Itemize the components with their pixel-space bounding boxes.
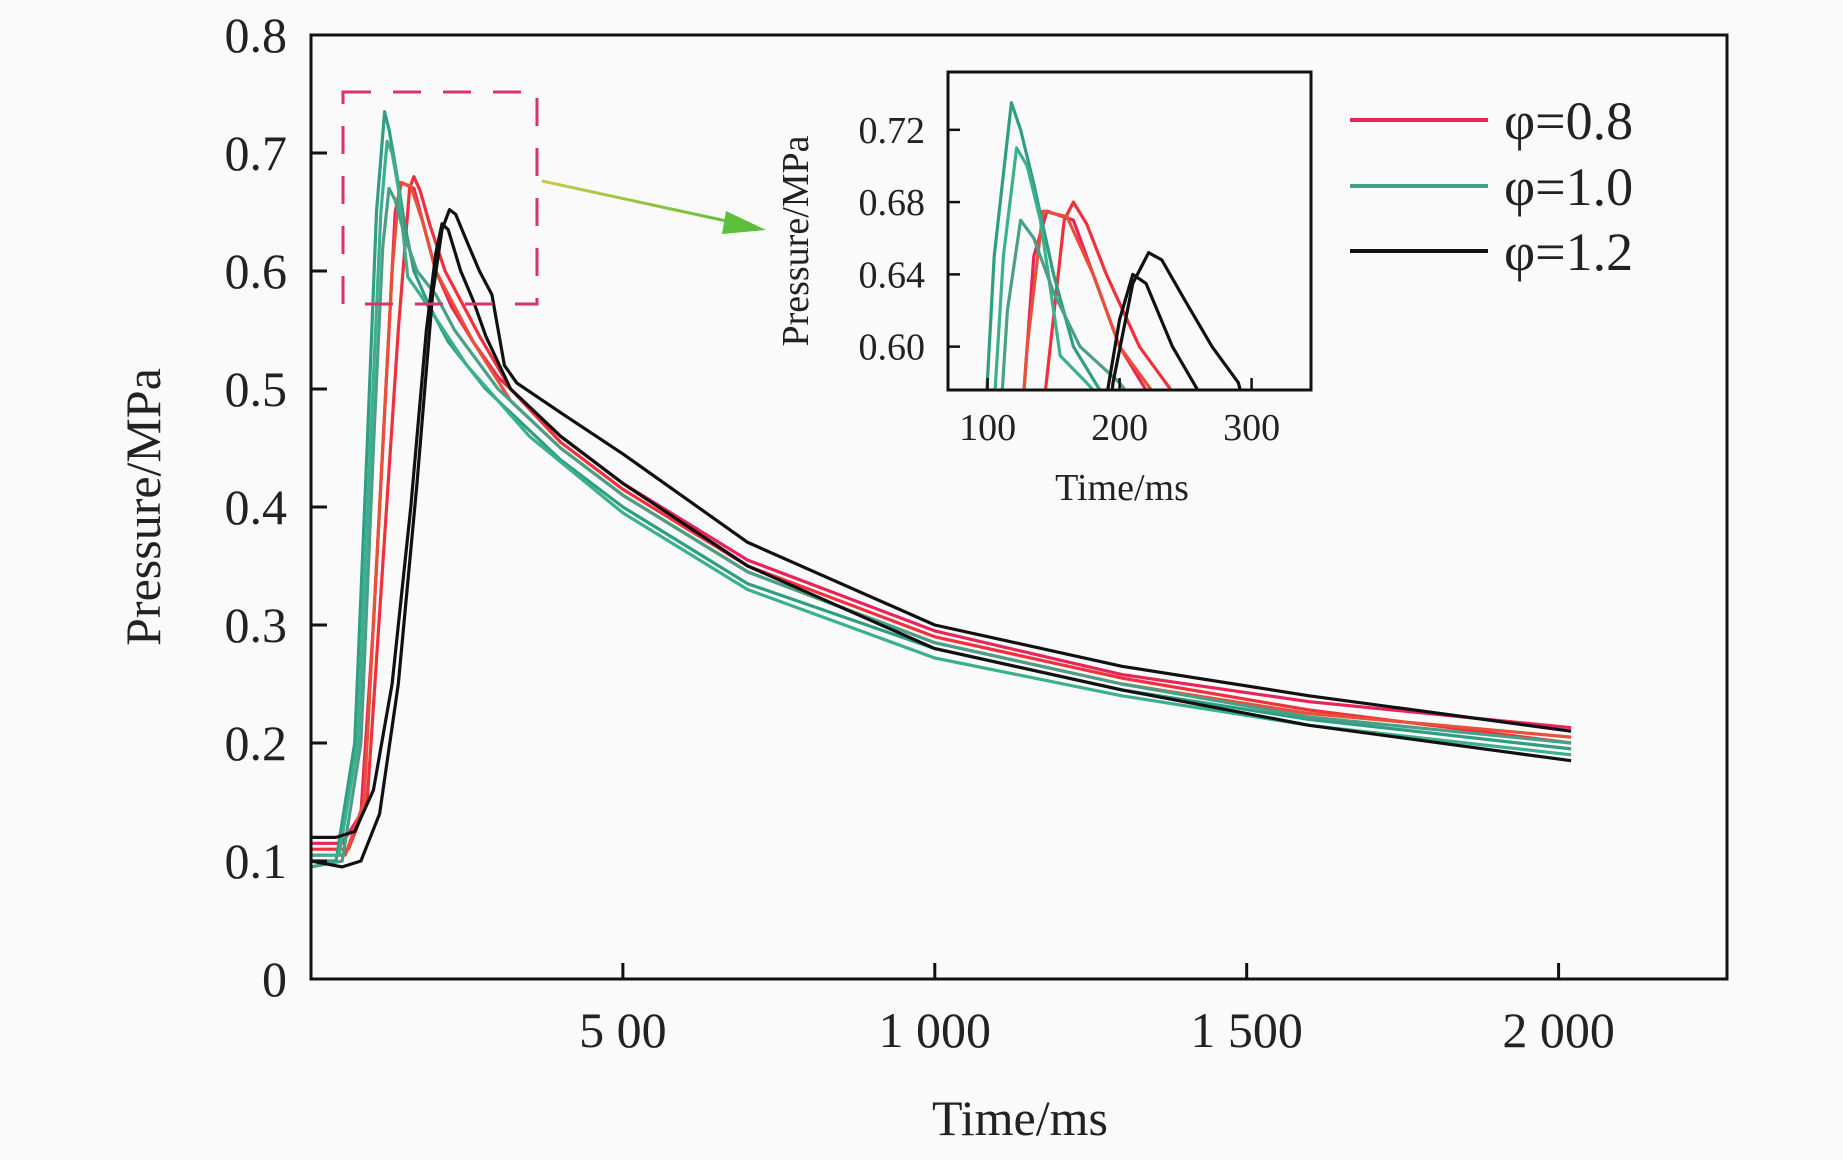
main-axes-ticks: 5 00 1 000 1 500 2 000 0 0.1 0.2 0.3 0.4 0.5 0.6 0.…: [225, 7, 1615, 1058]
inset-x-tick-label: 300: [1223, 407, 1280, 449]
legend: φ=0.8φ=1.0φ=1.2: [1350, 91, 1633, 282]
y-tick-label: 0: [262, 951, 287, 1007]
main-series-group: [311, 110, 1572, 869]
y-tick-label: 0.2: [225, 715, 288, 771]
inset-series-line-3: [985, 101, 1102, 390]
y-tick-label: 0.4: [225, 479, 288, 535]
inset-series-line-6: [1106, 272, 1200, 390]
inset-axes-ticks: 100 200 300 0.60 0.64 0.68 0.72: [859, 110, 1281, 449]
y-tick-label: 0.3: [225, 597, 288, 653]
inset-y-tick-label: 0.60: [859, 327, 926, 369]
series-line-7: [311, 208, 1572, 869]
series-line-0: [311, 180, 1572, 845]
legend-label: φ=0.8: [1504, 91, 1633, 151]
inset-y-tick-label: 0.72: [859, 110, 926, 152]
zoom-arrow: [541, 179, 746, 227]
legend-label: φ=1.0: [1504, 157, 1633, 217]
y-tick-label: 0.7: [225, 125, 288, 181]
inset-y-tick-label: 0.64: [859, 254, 926, 296]
y-tick-label: 0.8: [225, 7, 288, 63]
series-line-5: [311, 186, 1572, 869]
inset-plot-frame: [946, 70, 1313, 392]
inset-x-tick-label: 100: [959, 407, 1016, 449]
x-tick-label: 1 000: [879, 1002, 992, 1058]
y-tick-label: 0.6: [225, 243, 288, 299]
x-tick-label: 1 500: [1190, 1002, 1303, 1058]
x-tick-label: 5 00: [579, 1002, 667, 1058]
series-line-1: [311, 175, 1572, 851]
legend-label: φ=1.2: [1504, 222, 1633, 282]
series-line-6: [311, 222, 1572, 839]
y-tick-label: 0.5: [225, 361, 288, 417]
y-axis-label: Pressure/MPa: [115, 368, 171, 646]
inset-series-group: [985, 101, 1242, 390]
inset-series-line-7: [1110, 251, 1242, 390]
inset-series-line-4: [993, 146, 1095, 390]
series-line-4: [311, 139, 1572, 857]
x-axis-label: Time/ms: [932, 1090, 1108, 1146]
inset-y-tick-label: 0.68: [859, 182, 926, 224]
x-tick-label: 2 000: [1502, 1002, 1615, 1058]
zoom-region-box: [341, 90, 539, 306]
inset-y-axis-label: Pressure/MPa: [775, 135, 817, 346]
series-line-3: [311, 110, 1572, 863]
series-line-2: [311, 180, 1572, 857]
inset-x-axis-label: Time/ms: [1055, 467, 1189, 509]
inset-x-tick-label: 200: [1091, 407, 1148, 449]
y-tick-label: 0.1: [225, 833, 288, 889]
zoom-arrow-head: [722, 211, 766, 234]
inset-background: [948, 72, 1311, 390]
